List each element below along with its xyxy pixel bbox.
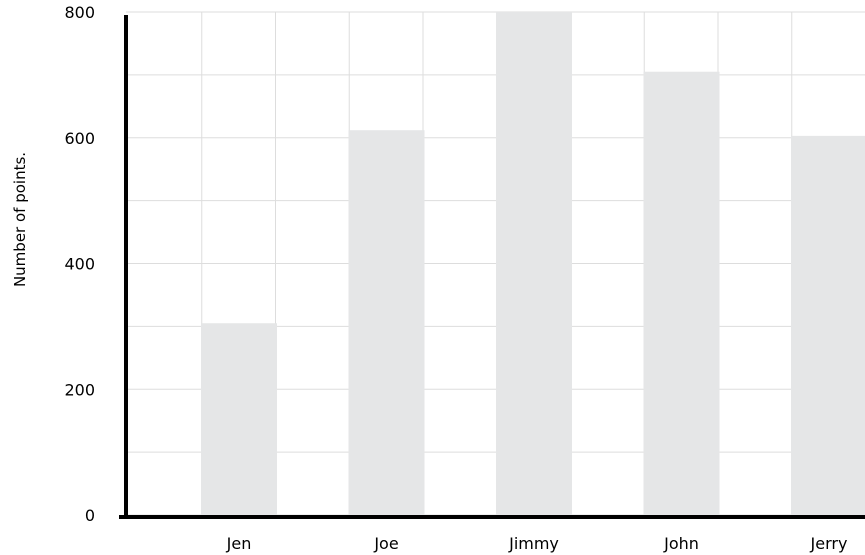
y-tick-label-400: 400: [64, 255, 95, 274]
bar-jerry: [791, 135, 865, 515]
bar-jimmy: [496, 12, 572, 515]
y-tick-label-0: 0: [85, 506, 95, 525]
x-tick-labels: Jen Joe Jimmy John Jerry: [226, 534, 848, 553]
bar-joe: [348, 130, 425, 515]
bars: [201, 12, 865, 515]
x-tick-label-joe: Joe: [373, 534, 398, 553]
x-tick-label-jerry: Jerry: [810, 534, 848, 553]
bar-jen: [201, 323, 277, 515]
y-tick-labels: 0 200 400 600 800: [64, 3, 95, 525]
x-tick-label-jen: Jen: [226, 534, 252, 553]
x-tick-label-jimmy: Jimmy: [508, 534, 559, 553]
y-tick-label-800: 800: [64, 3, 95, 22]
bar-john: [643, 71, 720, 515]
x-tick-label-john: John: [663, 534, 699, 553]
y-tick-label-200: 200: [64, 380, 95, 399]
y-axis-title: Number of points.: [11, 152, 29, 287]
y-tick-label-600: 600: [64, 129, 95, 148]
axes: [119, 15, 865, 519]
